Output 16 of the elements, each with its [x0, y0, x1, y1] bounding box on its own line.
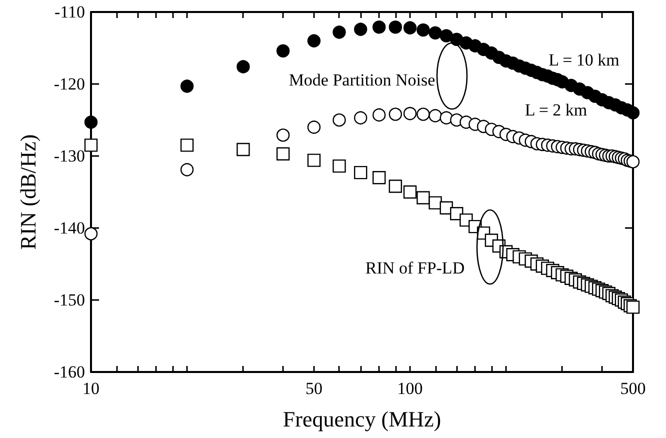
x-tick-label: 50 — [305, 379, 322, 398]
y-tick-label: -110 — [54, 2, 85, 22]
x-tick-label: 100 — [397, 379, 423, 398]
x-tick-label: 500 — [620, 379, 646, 398]
y-tick-label: -120 — [54, 74, 85, 94]
annotation: L = 10 km — [548, 50, 620, 70]
y-tick-label: -140 — [54, 218, 85, 238]
y-tick-label: -150 — [54, 290, 85, 310]
x-axis-title: Frequency (MHz) — [282, 406, 442, 432]
annotation: RIN of FP-LD — [365, 258, 465, 278]
y-tick-label: -130 — [54, 146, 85, 166]
x-tick-label: 10 — [82, 379, 100, 398]
annotation: Mode Partition Noise — [288, 70, 436, 90]
y-axis-title: RIN (dB/Hz) — [16, 134, 40, 250]
y-tick-label: -160 — [54, 362, 85, 382]
annotation: L = 2 km — [524, 100, 588, 120]
